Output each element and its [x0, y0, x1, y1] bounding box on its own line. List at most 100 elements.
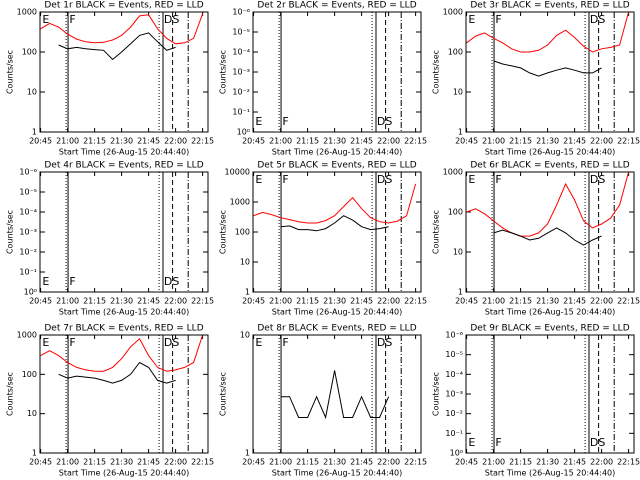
y-tick-label: 10 [27, 88, 37, 97]
plot-frame [39, 11, 209, 133]
annotation: DS [377, 115, 392, 128]
plot-frame [465, 171, 635, 293]
plot-frame [39, 334, 209, 454]
y-tick-label: 10⁻⁴ [445, 370, 463, 379]
x-tick-label: 22:15 [191, 137, 214, 146]
x-tick-label: 21:15 [83, 297, 106, 306]
x-tick-label: 21:30 [110, 137, 133, 146]
x-tick-label: 21:30 [536, 458, 559, 467]
y-tick-label: 10 [453, 248, 463, 257]
x-tick-label: 21:15 [296, 297, 319, 306]
x-axis-label: Start Time (26-Aug-15 20:44:40) [59, 469, 190, 478]
plot-frame [39, 171, 209, 293]
series-line [466, 11, 630, 53]
annotation: E [42, 336, 49, 349]
x-tick-label: 21:45 [563, 458, 586, 467]
y-tick-label: 1000 [230, 198, 250, 207]
annotation: F [282, 115, 288, 128]
x-tick-label: 21:15 [83, 458, 106, 467]
series-line [40, 334, 204, 372]
chart-title: Det 2r BLACK = Events, RED = LLD [257, 1, 416, 11]
y-tick-label: 10⁻¹ [19, 268, 37, 277]
annotation: E [468, 13, 475, 26]
chart-title: Det 1r BLACK = Events, RED = LLD [44, 1, 203, 11]
x-tick-label: 21:15 [509, 137, 532, 146]
y-tick-label: 10⁻³ [445, 390, 463, 399]
plot-frame [252, 334, 422, 454]
chart-title: Det 6r BLACK = Events, RED = LLD [470, 161, 629, 171]
annotation: DS [164, 275, 179, 288]
y-tick-label: 1 [458, 288, 463, 297]
x-tick-label: 22:15 [617, 137, 640, 146]
y-tick-label: 10⁻⁴ [232, 48, 250, 57]
x-tick-label: 21:00 [269, 297, 292, 306]
x-axis-label: Start Time (26-Aug-15 20:44:40) [272, 308, 403, 317]
annotation: DS [590, 13, 605, 26]
y-axis-label: Counts/sec [219, 50, 228, 94]
x-tick-label: 20:45 [455, 297, 478, 306]
y-tick-label: 1000 [443, 168, 463, 177]
x-tick-label: 20:45 [242, 458, 265, 467]
y-tick-label: 10 [453, 88, 463, 97]
y-tick-label: 1 [245, 449, 250, 458]
annotation: DS [164, 336, 179, 349]
annotation: E [468, 173, 475, 186]
series-line [58, 32, 176, 61]
annotation: DS [377, 173, 392, 186]
x-axis-label: Start Time (26-Aug-15 20:44:40) [59, 148, 190, 157]
x-tick-label: 20:45 [242, 297, 265, 306]
x-tick-label: 21:00 [482, 137, 505, 146]
y-tick-label: 100 [235, 228, 250, 237]
x-tick-label: 21:00 [269, 137, 292, 146]
x-tick-label: 21:45 [350, 137, 373, 146]
x-tick-label: 21:00 [482, 458, 505, 467]
y-tick-label: 10⁻² [19, 248, 37, 257]
x-tick-label: 22:15 [191, 458, 214, 467]
x-tick-label: 20:45 [29, 458, 52, 467]
y-tick-label: 1000 [17, 8, 37, 17]
x-tick-label: 22:00 [164, 297, 187, 306]
x-tick-label: 22:00 [377, 458, 400, 467]
x-tick-label: 21:15 [83, 137, 106, 146]
x-tick-label: 20:45 [29, 137, 52, 146]
x-axis-label: Start Time (26-Aug-15 20:44:40) [59, 308, 190, 317]
series-line [40, 13, 204, 45]
x-tick-label: 21:15 [509, 297, 532, 306]
y-tick-label: 10⁻¹ [232, 108, 250, 117]
y-axis-label: Counts/sec [432, 210, 441, 254]
y-tick-label: 1000 [443, 8, 463, 17]
x-tick-label: 21:45 [350, 297, 373, 306]
annotation: F [69, 336, 75, 349]
y-tick-label: 10⁻¹ [445, 429, 463, 438]
series-line [280, 370, 390, 420]
annotation: F [282, 173, 288, 186]
x-tick-label: 21:30 [110, 297, 133, 306]
y-tick-label: 10⁰ [237, 128, 250, 137]
x-tick-label: 22:15 [617, 297, 640, 306]
y-tick-label: 100 [22, 48, 37, 57]
x-tick-label: 21:15 [296, 137, 319, 146]
x-tick-label: 22:15 [404, 458, 427, 467]
series-line [58, 361, 176, 384]
annotation: F [69, 275, 75, 288]
x-tick-label: 22:00 [590, 458, 613, 467]
series-line [493, 227, 602, 246]
y-tick-label: 10 [240, 331, 250, 340]
annotation: E [255, 115, 262, 128]
series-line [493, 60, 602, 77]
y-tick-label: 1 [32, 449, 37, 458]
x-tick-label: 20:45 [455, 137, 478, 146]
y-tick-label: 10 [27, 409, 37, 418]
annotation: DS [590, 436, 605, 449]
y-axis-label: Counts/sec [6, 50, 15, 94]
x-tick-label: 21:45 [137, 297, 160, 306]
y-tick-label: 10⁻⁵ [19, 188, 37, 197]
x-tick-label: 21:30 [323, 297, 346, 306]
y-axis-label: Counts/sec [6, 210, 15, 254]
y-tick-label: 100 [22, 370, 37, 379]
annotation: F [495, 173, 501, 186]
x-tick-label: 21:00 [56, 137, 79, 146]
x-tick-label: 21:30 [536, 137, 559, 146]
y-tick-label: 1000 [17, 331, 37, 340]
